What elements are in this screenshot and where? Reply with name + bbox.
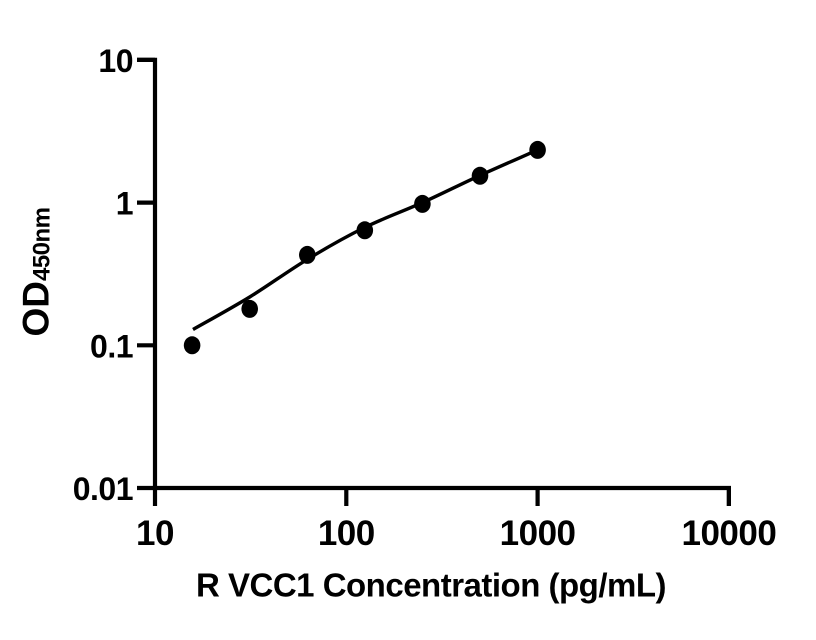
data-point: [299, 245, 316, 264]
data-point: [356, 221, 374, 240]
y-axis-title-subscript: 450nm: [28, 207, 56, 282]
y-axis-title: OD450nm: [15, 207, 57, 337]
y-tick-label: 10: [98, 43, 133, 79]
data-point: [471, 166, 489, 185]
axis-spine: [137, 57, 731, 506]
y-tick-label: 1: [116, 186, 133, 222]
x-tick-label: 10: [136, 514, 174, 553]
x-tick-label: 10000: [681, 514, 776, 553]
y-tick-label: 0.01: [73, 471, 133, 507]
y-tick-label: 0.1: [90, 328, 133, 364]
x-axis-title: R VCC1 Concentration (pg/mL): [196, 566, 667, 604]
data-point: [414, 194, 431, 213]
data-point: [529, 140, 546, 159]
x-tick-label: 100: [318, 514, 375, 553]
x-tick-label: 1000: [500, 514, 576, 553]
data-point: [183, 336, 201, 355]
y-axis-title-main: OD: [15, 281, 57, 337]
data-point: [241, 299, 258, 318]
